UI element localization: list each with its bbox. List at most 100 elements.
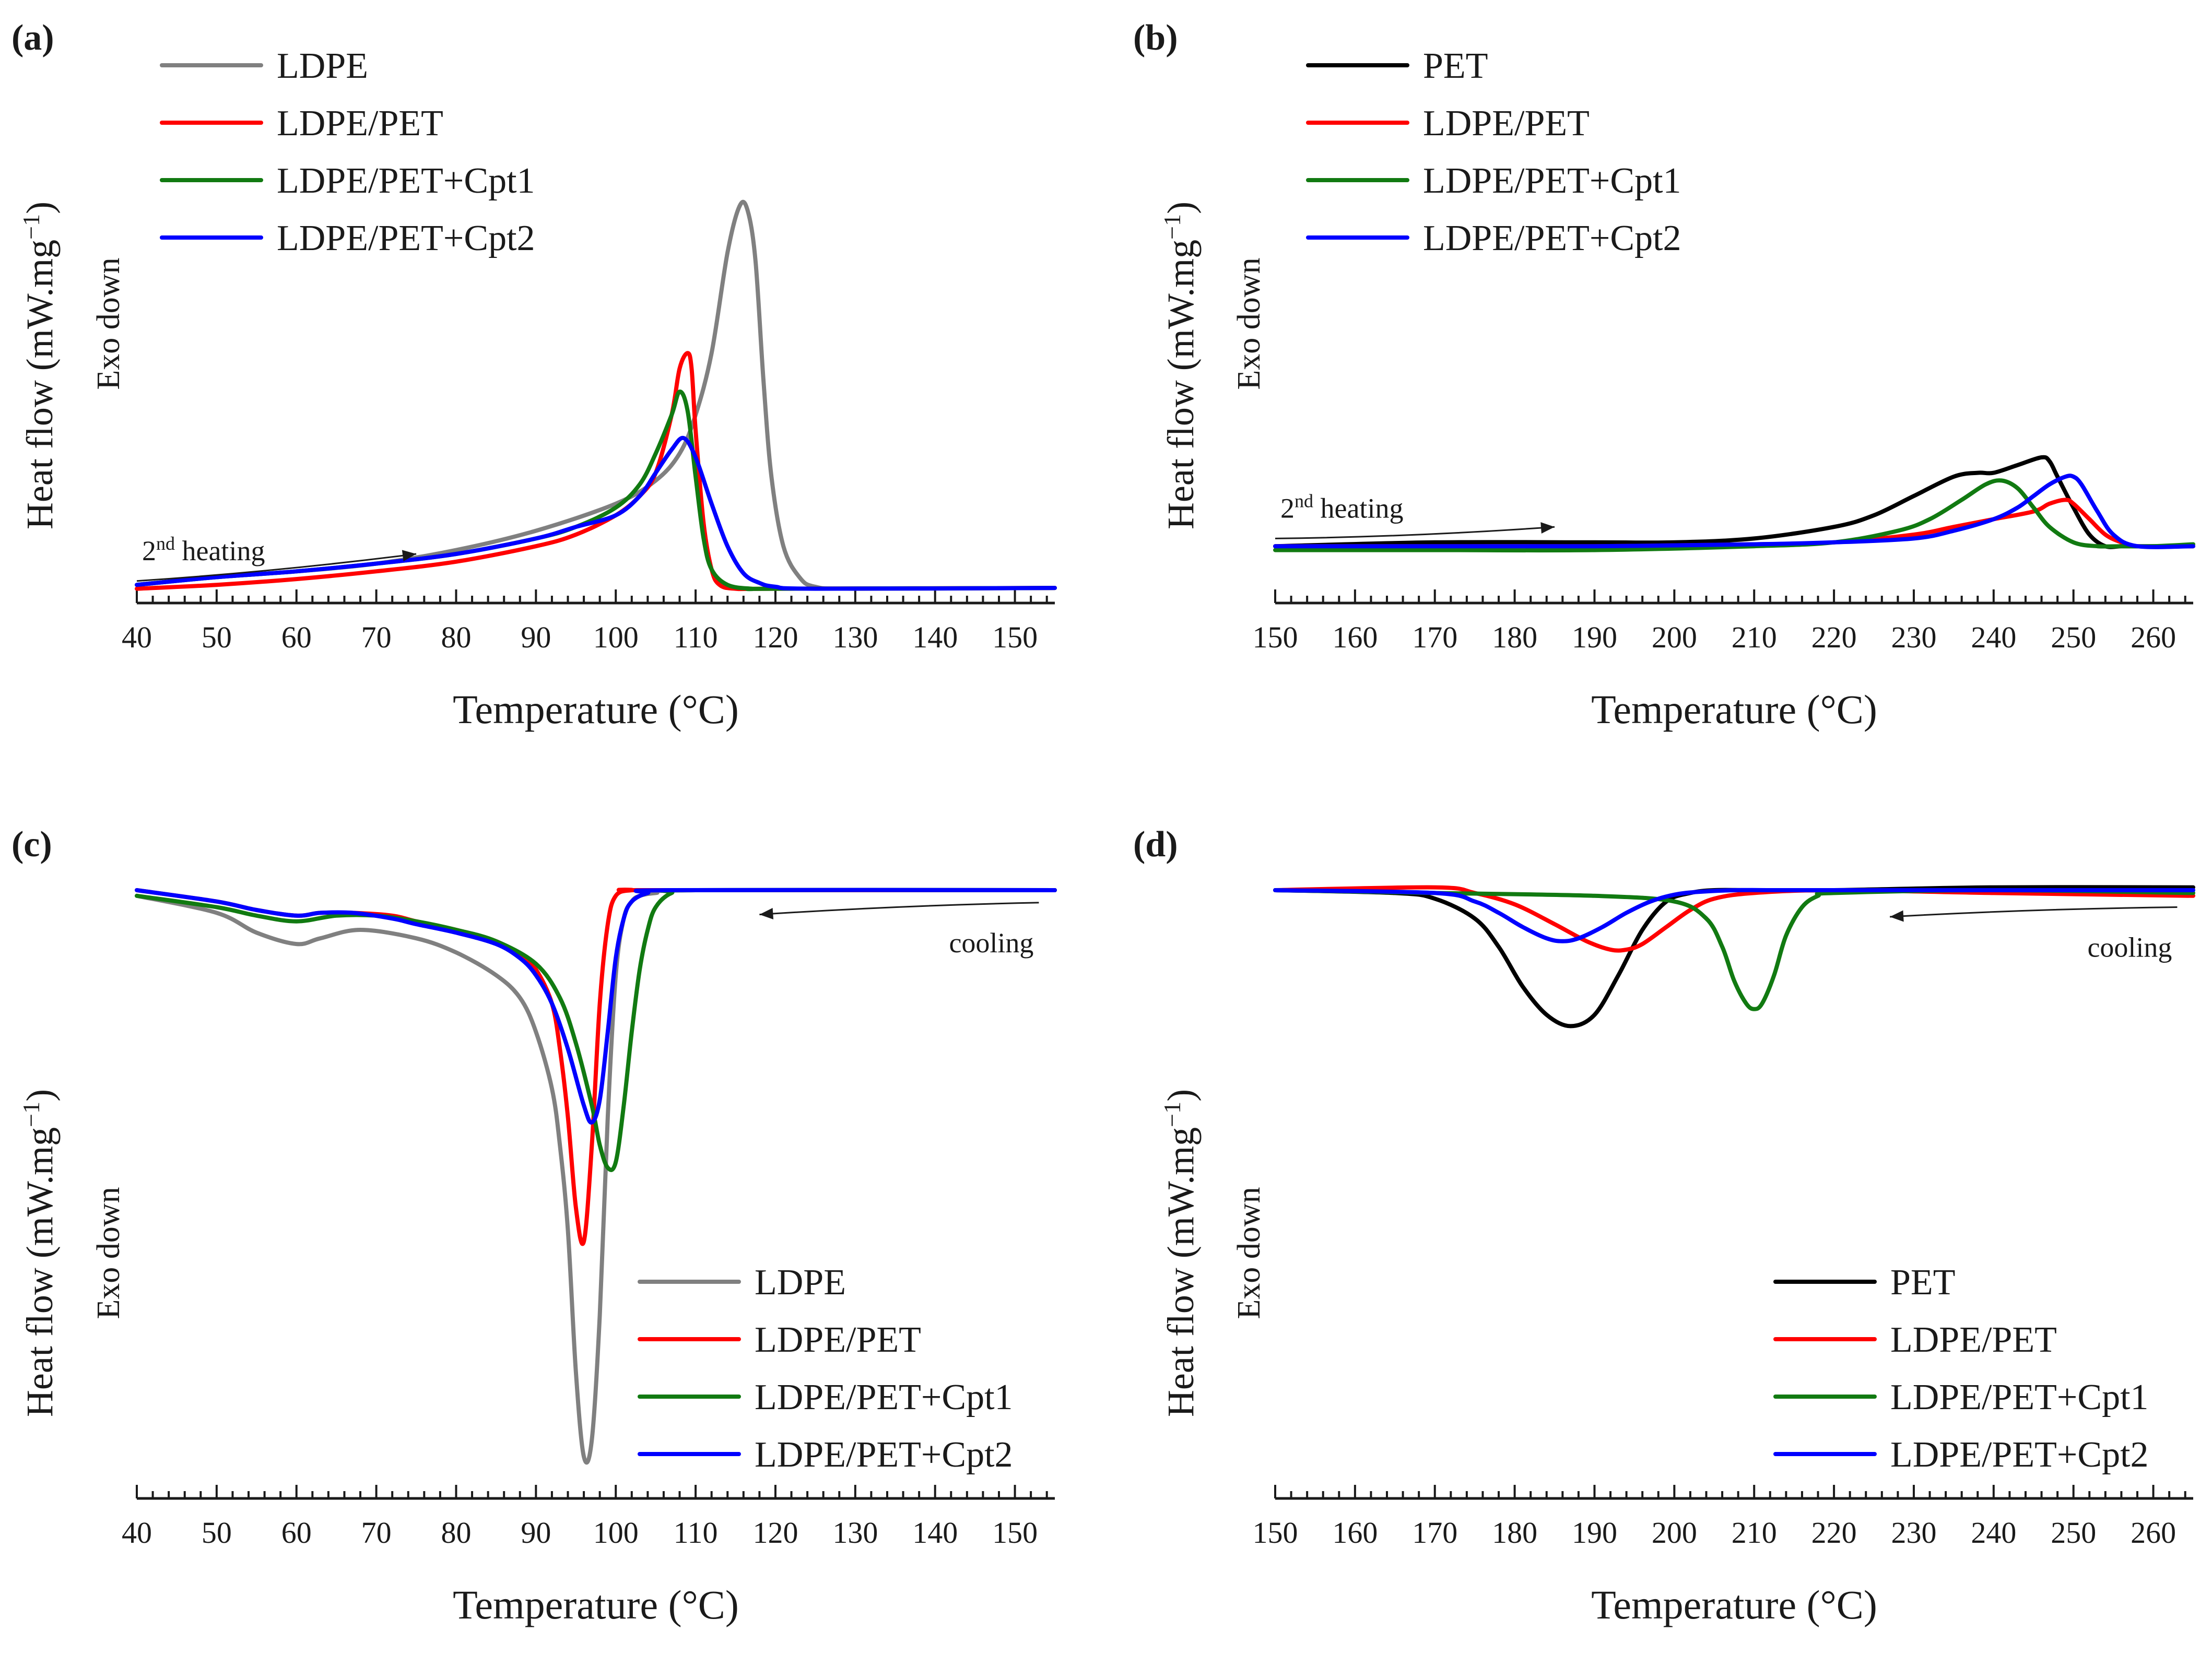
annotation-arrowhead [1890, 910, 1904, 922]
legend-label: PET [1423, 46, 1488, 86]
y-axis-title: Heat flow (mW.mg−1) [18, 202, 61, 529]
legend-label: LDPE/PET+Cpt1 [277, 161, 535, 201]
annotation-arrowhead [1540, 522, 1555, 534]
annotation-arrowhead [402, 550, 417, 562]
y-axis-title: Heat flow (mW.mg−1) [1159, 1089, 1202, 1417]
legend-label: LDPE/PET [755, 1320, 921, 1360]
series-line-ldpe-pet-cpt1 [1273, 478, 2195, 553]
panel-label: (c) [11, 824, 52, 865]
x-tick-label: 110 [674, 1516, 718, 1550]
legend-label: LDPE/PET+Cpt2 [277, 218, 535, 258]
x-tick-label: 250 [2051, 1516, 2096, 1550]
series-line-pet [1273, 885, 2195, 1029]
x-tick-label: 210 [1732, 1516, 1777, 1550]
legend-label: LDPE/PET+Cpt1 [1890, 1377, 2149, 1417]
x-tick-label: 40 [122, 1516, 152, 1550]
series-line-ldpe-pet-cpt2 [1273, 474, 2195, 549]
annotation: 2nd heating [1275, 490, 1555, 539]
x-tick-label: 200 [1652, 1516, 1697, 1550]
annotation: 2nd heating [136, 533, 417, 582]
x-axis-title: Temperature (°C) [1591, 687, 1877, 732]
x-tick-label: 150 [992, 1516, 1038, 1550]
panel-label: (a) [11, 18, 54, 58]
x-tick-label: 40 [122, 620, 152, 654]
series-line-ldpe-pet-cpt1 [135, 888, 1057, 1172]
series-line-pet [1273, 455, 2195, 549]
legend-label: LDPE [755, 1262, 846, 1303]
x-tick-label: 240 [1971, 620, 2016, 654]
annotation-text: 2nd heating [1280, 490, 1403, 524]
series-line-ldpe-pet-cpt1 [135, 389, 1057, 592]
x-tick-label: 60 [281, 1516, 312, 1550]
x-tick-label: 150 [1253, 1516, 1298, 1550]
x-tick-label: 120 [752, 1516, 798, 1550]
x-tick-label: 160 [1332, 1516, 1378, 1550]
series-line-ldpe-pet-cpt2 [135, 435, 1057, 591]
x-tick-label: 190 [1572, 620, 1617, 654]
annotation-text: 2nd heating [142, 533, 265, 566]
y-axis-title: Heat flow (mW.mg−1) [18, 1089, 61, 1417]
legend-label: LDPE/PET+Cpt2 [755, 1435, 1013, 1475]
x-tick-label: 70 [361, 1516, 392, 1550]
x-axis-title: Temperature (°C) [453, 687, 739, 732]
x-tick-label: 210 [1732, 620, 1777, 654]
annotation-arrowhead [759, 907, 774, 919]
legend: PET LDPE/PET LDPE/PET+Cpt1 LDPE/PET+Cpt2 [1773, 1262, 2149, 1475]
x-tick-label: 220 [1811, 620, 1857, 654]
legend-label: LDPE/PET+Cpt2 [1890, 1435, 2149, 1475]
x-tick-label: 80 [441, 1516, 471, 1550]
legend-label: LDPE/PET [277, 103, 443, 144]
x-axis-title: Temperature (°C) [453, 1582, 739, 1627]
legend-label: LDPE/PET+Cpt1 [1423, 161, 1681, 201]
annotation: cooling [759, 902, 1039, 959]
series-line-ldpe [135, 199, 1057, 591]
series-line-ldpe-pet-cpt1 [1273, 888, 2195, 1011]
series-line-ldpe-pet [1273, 885, 2195, 953]
x-tick-label: 200 [1652, 620, 1697, 654]
x-tick-label: 60 [281, 620, 312, 654]
x-tick-label: 120 [752, 620, 798, 654]
x-tick-label: 50 [202, 620, 232, 654]
x-tick-label: 260 [2131, 620, 2176, 654]
x-tick-label: 170 [1412, 1516, 1457, 1550]
panel-b: (b) 150 160 170 180 190 200 210 220 230 240 250 260 T… [1133, 18, 2195, 732]
series-line-ldpe-pet [135, 888, 1057, 1246]
x-tick-label: 170 [1412, 620, 1457, 654]
legend: LDPE LDPE/PET LDPE/PET+Cpt1 LDPE/PET+Cpt2 [638, 1262, 1013, 1475]
x-tick-label: 220 [1811, 1516, 1857, 1550]
legend-label: PET [1890, 1262, 1955, 1303]
panel-c: (c) 40 50 60 70 80 90 100 110 120 130 140 150 Tempera… [11, 824, 1057, 1627]
legend-label: LDPE [277, 46, 368, 86]
series-line-ldpe-pet-cpt2 [135, 888, 1057, 1125]
panel-label: (b) [1133, 18, 1178, 58]
x-axis-title: Temperature (°C) [1591, 1582, 1877, 1627]
y-axis-title: Heat flow (mW.mg−1) [1159, 202, 1202, 529]
x-tick-label: 190 [1572, 1516, 1617, 1550]
annotation-text: cooling [949, 927, 1033, 959]
x-tick-label: 260 [2131, 1516, 2176, 1550]
x-tick-label: 180 [1492, 620, 1537, 654]
x-tick-label: 80 [441, 620, 471, 654]
x-tick-label: 160 [1332, 620, 1378, 654]
x-tick-label: 70 [361, 620, 392, 654]
annotation-text: cooling [2087, 932, 2172, 963]
annotation-arrow [136, 553, 417, 582]
annotation-arrow [1275, 526, 1555, 539]
x-tick-label: 90 [521, 1516, 551, 1550]
exo-down-label: Exo down [1231, 1187, 1267, 1319]
x-tick-label: 110 [674, 620, 718, 654]
exo-down-label: Exo down [91, 257, 126, 389]
x-tick-label: 140 [912, 620, 958, 654]
legend: PET LDPE/PET LDPE/PET+Cpt1 LDPE/PET+Cpt2 [1306, 46, 1681, 258]
legend-label: LDPE/PET+Cpt1 [755, 1377, 1013, 1417]
x-tick-label: 150 [1253, 620, 1298, 654]
series-line-ldpe-pet-cpt2 [1273, 888, 2195, 943]
annotation-arrow [1890, 906, 2178, 918]
x-tick-label: 130 [832, 1516, 878, 1550]
x-tick-label: 100 [593, 620, 639, 654]
annotation-arrow [759, 902, 1039, 916]
x-tick-label: 140 [912, 1516, 958, 1550]
panel-a: (a) 40 50 60 70 80 90 100 110 120 130 140 150 Tempera… [11, 18, 1057, 732]
legend-label: LDPE/PET [1890, 1320, 2057, 1360]
panel-d: (d) 150 160 170 180 190 200 210 220 230 240 250 260 T… [1133, 824, 2195, 1627]
